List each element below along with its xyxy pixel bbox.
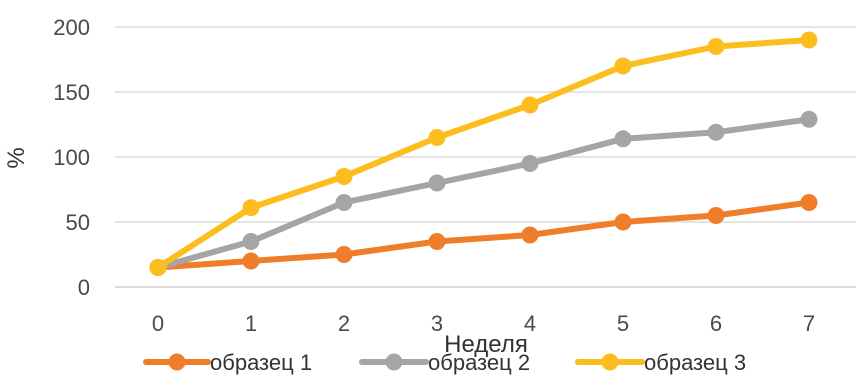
series-3 xyxy=(149,31,818,276)
x-tick-label: 3 xyxy=(431,311,443,336)
data-point xyxy=(428,174,446,192)
x-tick-label: 0 xyxy=(152,311,164,336)
legend-item-3: образец 3 xyxy=(575,350,746,375)
data-point xyxy=(707,38,725,55)
legend: образец 1 образец 2 образец 3 xyxy=(143,350,746,375)
data-point xyxy=(428,129,446,146)
legend-swatch-marker xyxy=(385,353,403,371)
data-point xyxy=(521,155,539,172)
data-point xyxy=(242,252,260,270)
y-tick-label: 50 xyxy=(66,210,90,235)
data-point xyxy=(521,96,539,114)
data-point xyxy=(335,168,353,185)
x-tick-label: 6 xyxy=(710,311,722,336)
y-tick-label: 200 xyxy=(53,15,90,40)
y-tick-label: 150 xyxy=(53,80,90,105)
legend-swatch-marker xyxy=(168,353,186,371)
data-point xyxy=(242,199,260,217)
series-2 xyxy=(149,110,818,276)
series-line xyxy=(155,116,812,271)
x-tick-label: 1 xyxy=(245,311,257,336)
data-point xyxy=(800,194,818,211)
data-point xyxy=(707,207,725,224)
y-tick-labels: 0 50 100 150 200 xyxy=(53,15,90,300)
data-point xyxy=(242,233,260,250)
legend-item-2: образец 2 xyxy=(359,350,530,375)
legend-label: образец 1 xyxy=(210,350,312,375)
series-layer xyxy=(149,31,818,276)
data-point xyxy=(707,123,725,141)
data-point xyxy=(149,259,167,276)
data-point xyxy=(335,246,353,263)
x-tick-label: 5 xyxy=(617,311,629,336)
x-tick-labels: 0 1 2 3 4 5 6 7 xyxy=(152,311,815,336)
series-line xyxy=(155,37,812,271)
x-tick-label: 4 xyxy=(524,311,536,336)
data-point xyxy=(800,110,818,128)
x-tick-label: 7 xyxy=(803,311,815,336)
series-line xyxy=(155,199,812,271)
y-tick-label: 0 xyxy=(78,275,90,300)
legend-label: образец 2 xyxy=(428,350,530,375)
data-point xyxy=(614,213,632,231)
gridlines xyxy=(115,26,856,288)
data-point xyxy=(614,57,632,75)
x-axis-title: Неделя xyxy=(444,331,528,358)
legend-item-1: образец 1 xyxy=(143,350,312,375)
y-tick-label: 100 xyxy=(53,145,90,170)
x-tick-label: 2 xyxy=(338,311,350,336)
data-point xyxy=(614,130,632,148)
data-point xyxy=(521,226,539,244)
data-point xyxy=(800,31,818,49)
series-1 xyxy=(149,194,818,276)
data-point xyxy=(428,233,446,250)
legend-swatch-marker xyxy=(601,353,619,371)
legend-label: образец 3 xyxy=(644,350,746,375)
y-axis-title: % xyxy=(3,147,30,168)
data-point xyxy=(335,194,353,211)
